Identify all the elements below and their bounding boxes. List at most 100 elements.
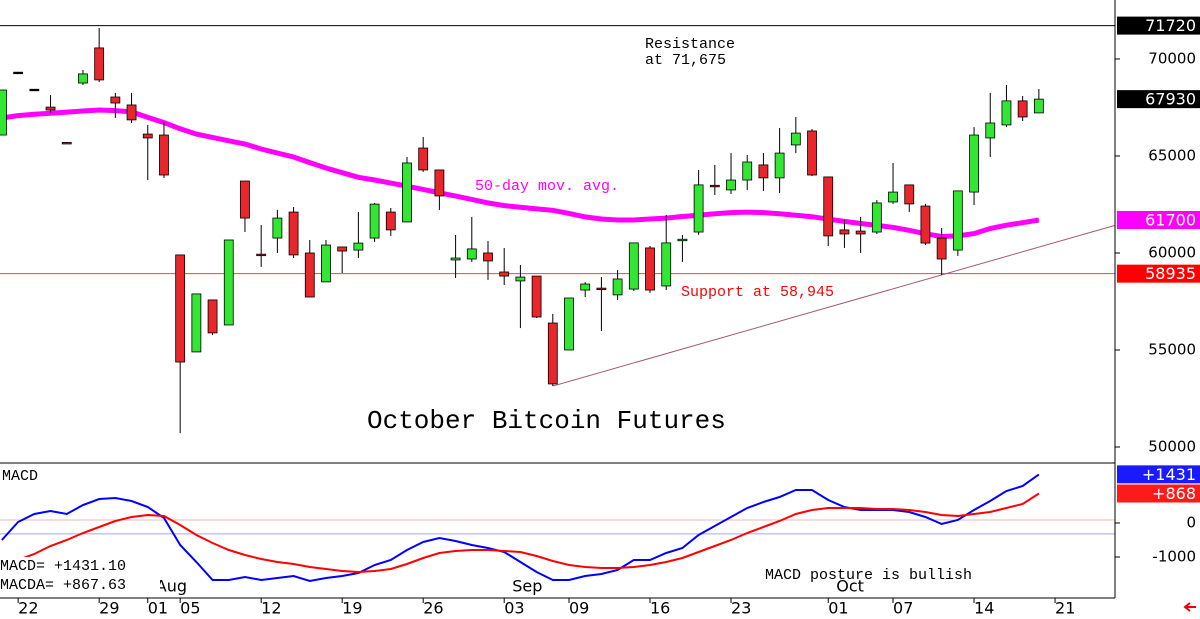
candle-body xyxy=(385,211,396,231)
x-tick-label: 01 xyxy=(828,599,848,618)
x-tick-label: 12 xyxy=(261,599,281,618)
candle-body xyxy=(823,176,834,237)
month-label: Sep xyxy=(512,577,542,596)
legend-readout: +1431.10 xyxy=(54,558,126,575)
candle-body xyxy=(272,217,283,239)
value-marker xyxy=(1117,264,1200,283)
candle-body xyxy=(191,293,202,353)
x-tick-label: 16 xyxy=(650,599,670,618)
candle-body xyxy=(175,254,186,363)
plot-back: Aug Sep Oct xyxy=(0,25,1116,596)
candle-body xyxy=(726,179,736,191)
legend-readout: +867.63 xyxy=(63,577,126,594)
candle-body xyxy=(952,190,963,251)
annotation: Resistance xyxy=(645,36,735,53)
candle-body xyxy=(969,134,979,193)
candle-body xyxy=(709,184,720,188)
candle-body xyxy=(126,104,137,121)
candle-body xyxy=(418,147,429,171)
annotation: MACD posture is bullish xyxy=(765,567,972,584)
x-tick-label: 14 xyxy=(974,599,994,618)
trendline xyxy=(552,224,1116,387)
value-marker xyxy=(1117,90,1200,109)
candle-body xyxy=(402,162,412,223)
candle-body xyxy=(758,164,769,179)
candle-body xyxy=(855,230,866,235)
macd-line xyxy=(17,492,1040,574)
plot: 50000 55000 60000 65000 70000 71720 67930 61700… xyxy=(0,16,1200,618)
candle-body xyxy=(871,202,882,233)
candle-body xyxy=(839,229,850,235)
legend-entry: MACDA= +867.63 xyxy=(0,577,126,594)
candle-body xyxy=(142,133,153,139)
y-tick-label: 0 xyxy=(1186,514,1196,532)
value-marker xyxy=(1117,484,1200,503)
candle-body xyxy=(628,242,639,290)
panel-title: MACD xyxy=(2,468,38,485)
candle-body xyxy=(774,152,785,179)
value-marker-label: 71720 xyxy=(1145,16,1196,35)
candle-body xyxy=(1033,98,1044,114)
legend-name: MACDA= xyxy=(0,577,54,594)
candle-body xyxy=(499,271,510,277)
candle-body xyxy=(450,257,461,261)
month-label: Oct xyxy=(836,577,864,596)
candle-body xyxy=(0,89,7,136)
x-tick-label: 19 xyxy=(342,599,362,618)
candle-body xyxy=(920,205,931,244)
candle-body xyxy=(888,191,898,203)
candle-body xyxy=(547,322,558,385)
candle-body xyxy=(531,275,542,318)
candle-body xyxy=(790,132,801,146)
candle-body xyxy=(207,299,218,334)
y-tick-label: 55000 xyxy=(1148,340,1196,358)
chart-title: October Bitcoin Futures xyxy=(367,406,726,436)
y-tick-label: 65000 xyxy=(1148,146,1196,164)
candle-body xyxy=(677,238,688,242)
y-tick-label: 50000 xyxy=(1148,437,1196,455)
value-marker-label: 58935 xyxy=(1145,264,1196,283)
candle-body xyxy=(645,247,655,291)
x-tick-label: 23 xyxy=(731,599,751,618)
x-tick-label: 29 xyxy=(99,599,119,618)
candle-body xyxy=(61,142,72,145)
candle-body xyxy=(110,96,121,104)
candle-body xyxy=(45,106,56,111)
candle-body xyxy=(337,246,348,252)
x-tick-label: 01 xyxy=(148,599,168,618)
candle-body xyxy=(256,253,267,257)
value-marker xyxy=(1117,211,1200,230)
candle-body xyxy=(580,283,591,291)
x-tick-label: 26 xyxy=(423,599,443,618)
y-tick-label: 60000 xyxy=(1148,243,1196,261)
candle-body xyxy=(564,297,574,351)
candle-body xyxy=(904,184,915,205)
value-marker-label: +1431 xyxy=(1142,465,1196,484)
candle-body xyxy=(661,242,672,287)
candle-body xyxy=(78,73,88,84)
x-tick-label: 03 xyxy=(504,599,524,618)
candle-body xyxy=(321,244,331,283)
candle-body xyxy=(288,211,299,256)
candle-body xyxy=(13,71,24,75)
candle-body xyxy=(304,252,315,298)
candle-body xyxy=(985,122,996,139)
x-tick-label: 22 xyxy=(18,599,38,618)
annotation: 50-day mov. avg. xyxy=(475,178,619,195)
candle-body xyxy=(936,237,947,260)
candle-body xyxy=(483,252,493,262)
candle-body xyxy=(466,248,477,260)
scroll-arrow[interactable] xyxy=(1183,602,1196,612)
candle-body xyxy=(94,47,105,81)
candle-body xyxy=(369,203,380,239)
annotation: at 71,675 xyxy=(645,52,726,69)
candle-body xyxy=(596,287,607,291)
candle-body xyxy=(1001,100,1012,126)
month-label: Aug xyxy=(156,577,187,596)
value-marker-label: 61700 xyxy=(1145,211,1196,230)
readout-background xyxy=(0,557,160,595)
candle-body xyxy=(223,239,234,326)
y-tick-label: -1000 xyxy=(1152,548,1196,566)
annotation: Support at 58,945 xyxy=(681,284,834,301)
